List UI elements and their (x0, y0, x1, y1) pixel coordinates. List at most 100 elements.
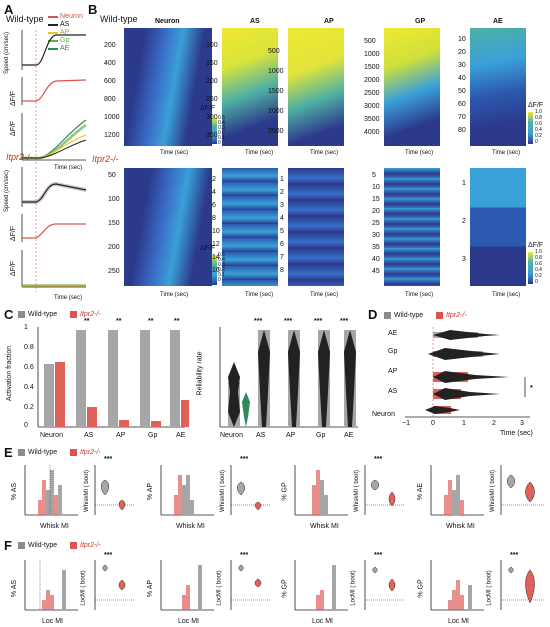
heatmap-wt-gp (384, 28, 440, 146)
ytick: 50 (458, 88, 466, 95)
cb-tick: 0.4 (535, 267, 542, 273)
panel-e-legend: Wild-type Itpr2-/- (18, 447, 148, 459)
heatmap-title-gp: GP (415, 18, 426, 25)
xtick: AS (256, 432, 266, 439)
panel-label-e: E (4, 445, 13, 460)
cb-tick: 0.2 (218, 130, 225, 136)
ytick: Neuron (372, 411, 395, 418)
panel-d-legend: Wild-type Itpr2-/- (384, 310, 514, 322)
panel-f-xlabel-3: Loc MI (312, 618, 334, 625)
panel-e-xlabel-2: Whisk MI (176, 523, 205, 530)
panel-f-vlabel-1: LocMI ( boot) (80, 570, 87, 606)
xtick: 2 (492, 420, 496, 427)
sig-c-1: ** (84, 318, 90, 325)
ytick: 2 (280, 189, 284, 196)
xtick: Neuron (40, 432, 63, 439)
panel-b-ko-time-label-1: Time (sec) (160, 292, 189, 298)
cb-tick: 1.0 (535, 109, 542, 115)
cb-tick: 0.2 (535, 133, 542, 139)
panel-e-hist-1 (24, 465, 78, 516)
ytick: 250 (206, 96, 218, 103)
xtick: 1 (462, 420, 466, 427)
panel-b-ko-time-label-3: Time (sec) (310, 292, 339, 298)
ytick: 10 (372, 184, 380, 191)
panel-a-ko-dff-label-2: ΔF/F (10, 260, 18, 277)
ytick: 600 (104, 78, 116, 85)
panel-a-dff-label-1: ΔF/F (10, 90, 18, 107)
ytick: 7 (280, 254, 284, 261)
ytick: 2000 (268, 108, 284, 115)
panel-e-violin-4 (500, 465, 544, 515)
panel-e-xlabel-1: Whisk MI (40, 523, 69, 530)
legend-neuron: Neuron (60, 13, 83, 20)
legend-wt: Wild-type (394, 312, 424, 319)
panel-c-right-xticks: Neuron AS AP Gp AE (220, 432, 360, 442)
ytick: 20 (372, 208, 380, 215)
panel-f-ylabel-2: % AP (147, 579, 155, 598)
panel-a-time-label: Time (sec) (54, 165, 83, 171)
panel-b-ko-time-label-5: Time (sec) (492, 292, 521, 298)
panel-b-time-label-2: Time (sec) (245, 150, 274, 156)
sig-f-3: *** (374, 552, 383, 559)
legend-ko: Itpr2-/- (80, 449, 101, 456)
panel-label-c: C (4, 307, 14, 322)
panel-e-ylabel-3: % GP (281, 482, 289, 501)
panel-a-legend: Neuron AS AP Gp AE (48, 13, 88, 53)
panel-b-ko-time-label-2: Time (sec) (245, 292, 274, 298)
ytick: 35 (372, 244, 380, 251)
sig-d: * (530, 385, 533, 392)
ytick: 200 (108, 244, 120, 251)
ytick: 8 (280, 267, 284, 274)
panel-label-d: D (368, 307, 378, 322)
panel-a-speed-label: Speed (cm/sec) (4, 31, 11, 75)
panel-b-ko-time-label-4: Time (sec) (405, 292, 434, 298)
panel-f-ylabel-1: % AS (11, 579, 19, 598)
sig-c-3: ** (148, 318, 154, 325)
panel-d-yticks: AE Gp AP AS Neuron (372, 328, 400, 428)
colorbar-ko-ae-ticks: 1.0 0.8 0.6 0.4 0.2 0 (535, 250, 549, 286)
colorbar-wt-ae-ticks: 1.0 0.8 0.6 0.4 0.2 0 (535, 110, 549, 146)
heatmap-ko-neuron (124, 168, 212, 286)
legend-wt: Wild-type (28, 311, 58, 318)
sig-f-2: *** (240, 552, 249, 559)
ytick: 70 (458, 114, 466, 121)
heatmap-title-neuron: Neuron (155, 18, 180, 25)
panel-f-violin-1 (94, 560, 135, 610)
ytick: 80 (458, 127, 466, 134)
cb-tick: 0.4 (535, 127, 542, 133)
heatmap-title-ap: AP (324, 18, 334, 25)
sig-c-right-2: *** (284, 318, 293, 325)
heatmap-ko-ae-yticks: 1 2 3 (462, 180, 470, 280)
cb-tick: 1.0 (535, 249, 542, 255)
legend-wt: Wild-type (28, 449, 58, 456)
xtick: 3 (520, 420, 524, 427)
panel-e-hist-2 (160, 465, 214, 516)
panel-a-dff-label-2: ΔF/F (10, 120, 18, 137)
legend-wt: Wild-type (28, 542, 58, 549)
panel-e-hist-3 (294, 465, 348, 516)
heatmap-ko-gp-yticks: 5 10 15 20 25 30 35 40 45 (372, 172, 382, 282)
heatmap-ko-gp (384, 168, 440, 286)
ytick: 1 (280, 176, 284, 183)
ytick: 5 (280, 228, 284, 235)
heatmap-wt-as (222, 28, 278, 146)
panel-e-ylabel-4: % AE (417, 482, 425, 501)
panel-f-xlabel-1: Loc MI (42, 618, 64, 625)
panel-f-ylabel-4: % GP (417, 579, 425, 598)
ytick: 1500 (268, 88, 284, 95)
panel-f-vlabel-4: LocMI ( boot) (486, 570, 493, 606)
legend-ko: Itpr2-/- (446, 312, 467, 319)
heatmap-wt-ap (288, 28, 344, 146)
cb-tick: 0.3 (218, 125, 225, 131)
sig-c-right-1: *** (254, 318, 263, 325)
heatmap-wt-ap-yticks: 500 1000 1500 2000 2500 (268, 48, 286, 148)
ytick: 30 (372, 232, 380, 239)
panel-f-vlabel-3: LocMI ( boot) (350, 570, 357, 606)
panel-a-wt-traces (21, 30, 87, 165)
panel-c-ylabel-left: Activation fraction (6, 345, 14, 402)
colorbar-wt-neuron-ticks: 0.5 0.4 0.3 0.2 0.1 0 (218, 116, 232, 148)
ytick: 500 (364, 38, 376, 45)
legend-ae: AE (60, 45, 70, 52)
ytick: AP (388, 368, 398, 375)
ytick: 150 (108, 220, 120, 227)
